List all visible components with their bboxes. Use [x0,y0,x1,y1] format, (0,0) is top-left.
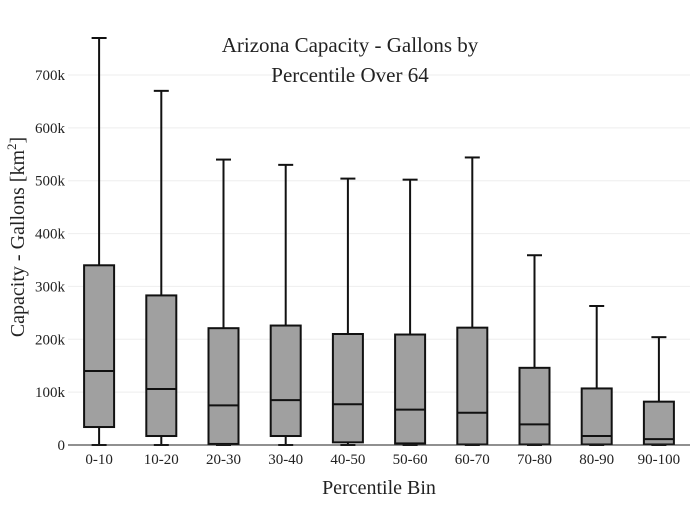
y-axis-label-main: Capacity - Gallons [km [7,150,29,338]
y-tick-label: 200k [35,332,66,348]
box-iqr [394,333,427,445]
box-iqr [207,327,240,445]
box-iqr [518,366,551,446]
box-iqr [642,400,675,446]
chart-title-line2: Percentile Over 64 [271,63,429,87]
y-tick-label: 0 [58,438,66,454]
y-tick-label: 700k [35,68,66,84]
x-tick-label: 50-60 [393,452,428,468]
box-90-100 [642,336,675,446]
x-tick-label: 0-10 [85,452,113,468]
x-tick-label: 90-100 [638,452,681,468]
x-tick-label: 10-20 [144,452,179,468]
box-iqr [83,264,116,429]
box-10-20 [145,89,178,446]
box-0-10 [83,37,116,446]
box-60-70 [456,156,489,446]
boxes [83,37,675,446]
box-80-90 [580,304,613,446]
y-axis-label-superscript: 2 [4,143,19,150]
x-tick-label: 40-50 [330,452,365,468]
box-iqr [269,324,302,438]
x-axis-label: Percentile Bin [322,477,436,499]
x-tick-label: 60-70 [455,452,490,468]
box-20-30 [207,158,240,446]
box-30-40 [269,163,302,446]
y-tick-labels: 0 100k 200k 300k 400k 500k 600k 700k [35,68,66,454]
box-iqr [145,294,178,438]
box-iqr [331,333,364,444]
y-tick-label: 400k [35,227,66,243]
chart-title-line1: Arizona Capacity - Gallons by [221,33,479,57]
y-tick-label: 100k [35,385,66,401]
y-tick-label: 300k [35,279,66,295]
y-axis-label: Capacity - Gallons [km2] [4,137,29,337]
x-tick-labels: 0-10 10-20 20-30 30-40 40-50 50-60 60-70 70-80 8… [85,452,680,468]
y-tick-label: 500k [35,174,66,190]
y-tick-label: 600k [35,121,66,137]
x-tick-label: 80-90 [579,452,614,468]
x-tick-label: 70-80 [517,452,552,468]
chart-title: Arizona Capacity - Gallons by Percentile… [0,30,700,90]
box-iqr [456,326,489,446]
box-70-80 [518,254,551,446]
box-40-50 [331,177,364,446]
y-axis-label-close: ] [7,137,29,144]
x-tick-label: 30-40 [268,452,303,468]
box-50-60 [394,178,427,446]
x-tick-label: 20-30 [206,452,241,468]
